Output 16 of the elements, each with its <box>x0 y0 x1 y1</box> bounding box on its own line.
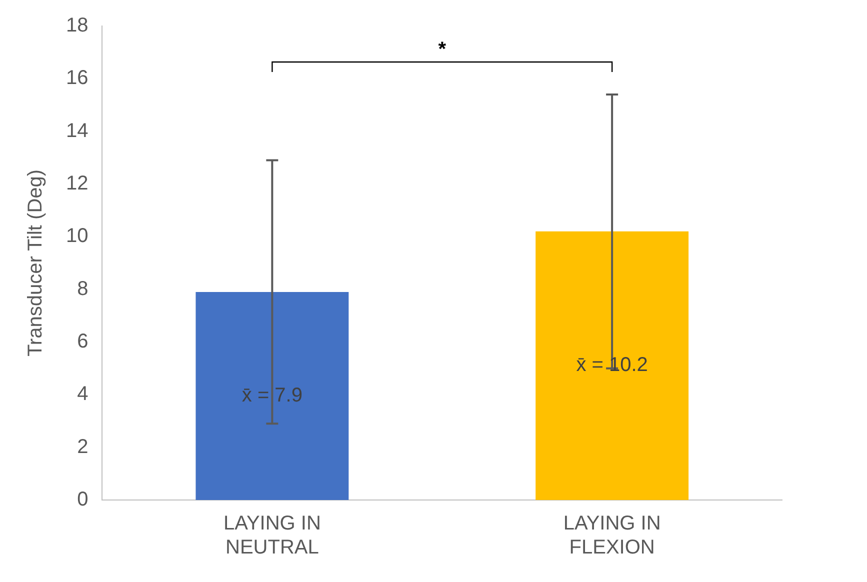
y-axis-title: Transducer Tilt (Deg) <box>24 169 47 357</box>
annotation: * <box>438 38 446 61</box>
y-tick-label: 14 <box>66 120 88 142</box>
y-tick-label: 6 <box>77 330 88 353</box>
y-tick-label: 12 <box>66 172 88 195</box>
y-tick-label: 18 <box>66 14 88 37</box>
y-tick-label: 10 <box>66 225 88 248</box>
x-tick-label: LAYING IN NEUTRAL <box>223 512 321 559</box>
data-label: x̄ = 10.2 <box>576 354 648 376</box>
data-label: x̄ = 7.9 <box>242 384 302 406</box>
x-tick-label: LAYING IN FLEXION <box>563 512 661 559</box>
y-tick-label: 4 <box>77 383 88 406</box>
y-tick-label: 8 <box>77 278 88 300</box>
y-tick-label: 2 <box>77 436 88 458</box>
y-tick-label: 16 <box>66 67 88 90</box>
y-tick-label: 0 <box>77 488 88 511</box>
